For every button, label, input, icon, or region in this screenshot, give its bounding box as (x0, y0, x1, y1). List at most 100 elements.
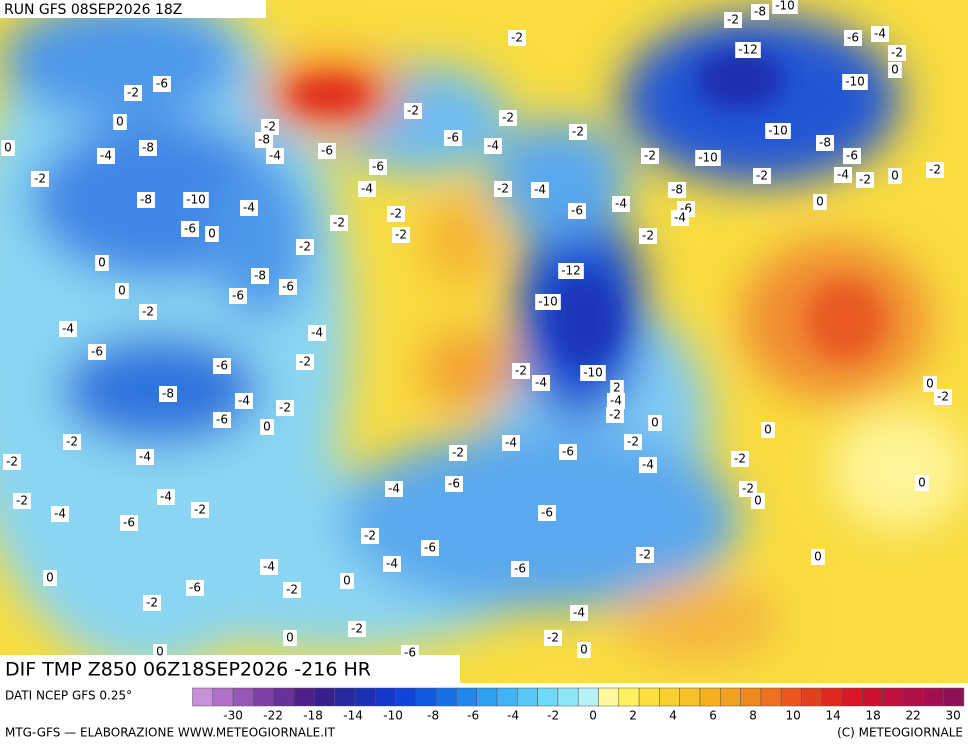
contour-label: 0 (343, 574, 351, 588)
contour-label-bg (260, 559, 278, 575)
contour-label: -2 (6, 455, 18, 469)
contour-label: 0 (891, 169, 899, 183)
contour-label: 0 (263, 420, 271, 434)
contour-label-bg (535, 294, 561, 310)
contour-label: -8 (671, 183, 683, 197)
contour-label-bg (124, 85, 142, 101)
scale-swatch (740, 687, 762, 707)
contour-label: -2 (279, 401, 291, 415)
scale-swatch (618, 687, 640, 707)
contour-label: -2 (351, 622, 363, 636)
contour-label: -6 (321, 144, 333, 158)
credit-label: MTG-GFS — ELABORAZIONE WWW.METEOGIORNALE… (5, 726, 336, 740)
contour-label: -6 (156, 77, 168, 91)
contour-label: -2 (299, 240, 311, 254)
contour-label: -4 (388, 482, 400, 496)
scale-swatch (841, 687, 863, 707)
contour-label: -2 (929, 163, 941, 177)
contour-label: -8 (254, 269, 266, 283)
contour-label-bg (751, 493, 765, 509)
contour-label: -8 (819, 136, 831, 150)
contour-label-bg (401, 645, 419, 661)
scale-label: 4 (669, 709, 677, 723)
contour-label-bg (283, 630, 297, 646)
contour-label-bg (136, 449, 154, 465)
scale-swatch (638, 687, 660, 707)
contour-label-bg (358, 181, 376, 197)
contour-label: -12 (561, 264, 581, 278)
scale-swatch (780, 687, 802, 707)
contour-label-bg (392, 227, 410, 243)
contour-label-bg (229, 288, 247, 304)
contour-label: 0 (156, 645, 164, 659)
contour-label-bg (421, 540, 439, 556)
contour-label-bg (934, 389, 952, 405)
contour-label-bg (639, 457, 657, 473)
contour-label: 0 (926, 377, 934, 391)
contour-label: -6 (123, 516, 135, 530)
contour-label-bg (266, 148, 284, 164)
scale-label: 14 (825, 709, 840, 723)
contour-label-bg (308, 325, 326, 341)
contour-label-bg (607, 393, 625, 409)
scale-label: 0 (589, 709, 597, 723)
scale-swatch (476, 687, 498, 707)
contour-label: -6 (282, 280, 294, 294)
scale-label: -14 (343, 709, 363, 723)
scale-label: -4 (507, 709, 519, 723)
source-label: DATI NCEP GFS 0.25° (5, 689, 132, 703)
contour-label-bg (558, 263, 584, 279)
contour-label-bg (143, 595, 161, 611)
contour-label-bg (735, 42, 761, 58)
contour-label: -2 (264, 120, 276, 134)
contour-label-bg (915, 475, 929, 491)
contour-label: -2 (756, 169, 768, 183)
scale-label: -6 (467, 709, 479, 723)
contour-label: -2 (390, 207, 402, 221)
contour-label: -2 (742, 482, 754, 496)
scale-label: 8 (749, 709, 757, 723)
scale-swatch (435, 687, 457, 707)
scale-swatch (192, 687, 214, 707)
contour-label-bg (580, 365, 606, 381)
contour-label: -6 (372, 160, 384, 174)
scale-swatch (537, 687, 559, 707)
contour-label-bg (296, 354, 314, 370)
contour-label: -10 (583, 366, 603, 380)
contour-label-bg (843, 148, 861, 164)
contour-label: -6 (514, 562, 526, 576)
contour-label-bg (641, 148, 659, 164)
contour-label: -10 (775, 0, 795, 13)
contour-label: -10 (768, 124, 788, 138)
scale-swatch (496, 687, 518, 707)
title-box (0, 655, 460, 683)
contour-label: -2 (644, 149, 656, 163)
contour-label: -2 (127, 86, 139, 100)
contour-label: -8 (162, 387, 174, 401)
contour-label: -6 (541, 506, 553, 520)
contour-label: -10 (538, 295, 558, 309)
contour-label: -2 (572, 125, 584, 139)
contour-label-bg (181, 221, 199, 237)
contour-label: -4 (139, 450, 151, 464)
contour-label-bg (449, 445, 467, 461)
scale-swatch (517, 687, 538, 707)
contour-label: -2 (891, 46, 903, 60)
contour-label-bg (213, 358, 231, 374)
contour-label-bg (834, 167, 852, 183)
contour-label: -4 (361, 182, 373, 196)
scale-swatch (557, 687, 579, 707)
contour-label: -4 (311, 326, 323, 340)
scale-swatch (659, 687, 680, 707)
contour-label: -4 (238, 394, 250, 408)
contour-label-bg (671, 210, 689, 226)
scale-swatch (943, 687, 965, 707)
contour-label: 2 (613, 381, 621, 395)
contour-label-bg (186, 580, 204, 596)
contour-label: 0 (98, 256, 106, 270)
contour-label-bg (340, 573, 354, 589)
contour-label-bg (120, 515, 138, 531)
contour-label: 0 (651, 416, 659, 430)
contour-label-bg (511, 561, 529, 577)
